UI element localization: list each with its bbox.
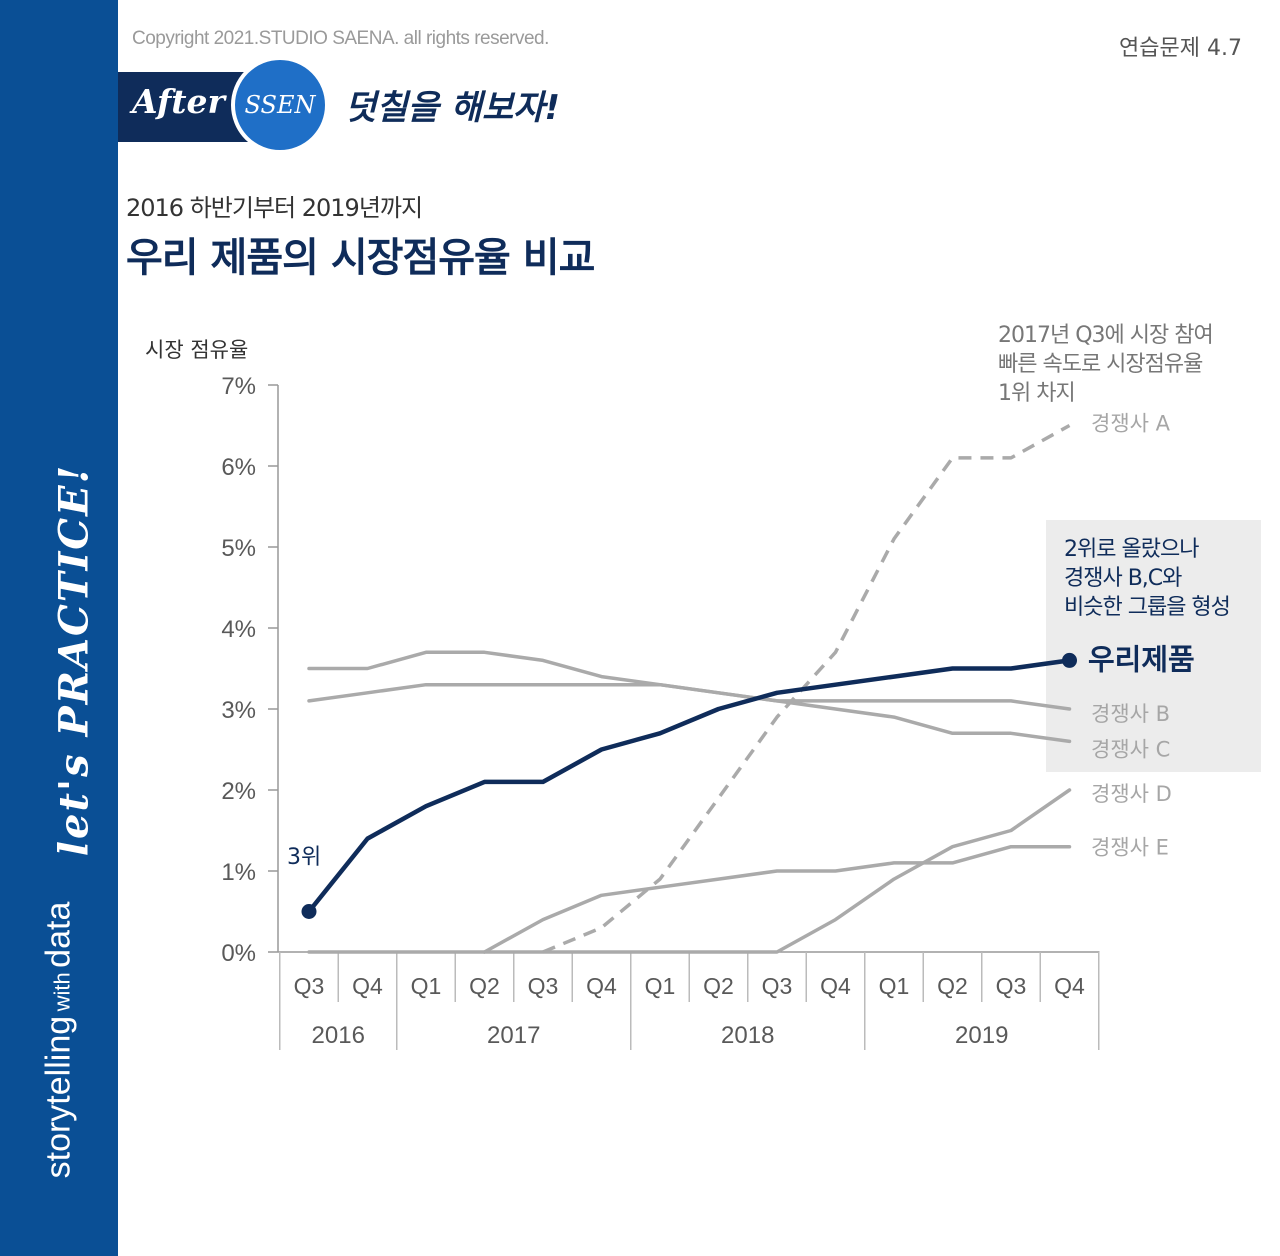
y-tick-label: 4% [221, 616, 256, 643]
x-tick-label: Q3 [996, 973, 1027, 999]
series-label: 우리제품 [1088, 642, 1195, 676]
banner-circle-badge: SSEN [231, 56, 329, 154]
series-line-경쟁사-D [307, 788, 1072, 954]
banner-after: After [132, 82, 225, 121]
annotation-competitor-a: 빠른 속도로 시장점유율 [998, 352, 1203, 377]
chart-title: 우리 제품의 시장점유율 비교 [126, 235, 595, 281]
chart-subtitle: 2016 하반기부터 2019년까지 [126, 194, 423, 222]
x-tick-label: Q3 [294, 973, 325, 999]
x-tick-label: Q4 [586, 973, 617, 999]
year-label: 2018 [721, 1022, 774, 1049]
series-line-우리제품 [306, 658, 1072, 914]
sidebar [0, 0, 118, 1256]
x-tick-label: Q3 [762, 973, 793, 999]
x-tick-label: Q4 [352, 973, 383, 999]
year-label: 2016 [312, 1022, 365, 1049]
series-label: 경쟁사 B [1091, 702, 1170, 726]
x-tick-label: Q1 [645, 973, 676, 999]
end-point-marker [1062, 652, 1077, 668]
series-line-경쟁사-E [482, 844, 1072, 954]
y-tick-label: 6% [221, 454, 256, 481]
x-tick-label: Q2 [937, 973, 968, 999]
annotation-start-rank: 3위 [287, 845, 321, 870]
banner-slogan: 덧칠을 해보자! [345, 88, 561, 128]
x-tick-label: Q4 [820, 973, 851, 999]
year-label: 2017 [487, 1022, 540, 1049]
x-tick-label: Q3 [528, 973, 559, 999]
y-tick-label: 5% [221, 535, 256, 562]
year-label: 2019 [955, 1022, 1008, 1049]
annotation-competitor-a: 2017년 Q3에 시장 참여 [998, 323, 1213, 348]
x-tick-label: Q2 [469, 973, 500, 999]
x-tick-label: Q1 [879, 973, 910, 999]
series-label: 경쟁사 A [1091, 412, 1171, 436]
annotation-our-product: 경쟁사 B,C와 [1064, 566, 1182, 591]
exercise-number: 연습문제 4.7 [1119, 36, 1242, 61]
x-tick-label: Q2 [703, 973, 734, 999]
x-tick-label: Q1 [411, 973, 442, 999]
annotation-our-product: 비슷한 그룹을 형성 [1064, 595, 1230, 620]
series-label: 경쟁사 E [1091, 836, 1169, 860]
series-line-경쟁사-A [542, 423, 1071, 954]
banner-circle-text: SSEN [244, 91, 316, 119]
y-tick-label: 1% [221, 859, 256, 886]
y-tick-label: 2% [221, 778, 256, 805]
x-tick-label: Q4 [1054, 973, 1085, 999]
start-point-marker [301, 904, 317, 919]
annotation-our-product: 2위로 올랐으나 [1064, 537, 1199, 562]
annotation-competitor-a: 1위 차지 [998, 381, 1075, 406]
series-label: 경쟁사 C [1091, 737, 1170, 761]
series-line-경쟁사-C [307, 650, 1072, 744]
series-label: 경쟁사 D [1091, 782, 1172, 806]
y-axis-title: 시장 점유율 [145, 338, 248, 362]
copyright-text: Copyright 2021.STUDIO SAENA. all rights … [132, 28, 549, 49]
y-tick-label: 3% [221, 697, 256, 724]
callout-box [1046, 520, 1261, 772]
y-tick-label: 7% [221, 373, 256, 400]
y-tick-label: 0% [221, 940, 256, 967]
